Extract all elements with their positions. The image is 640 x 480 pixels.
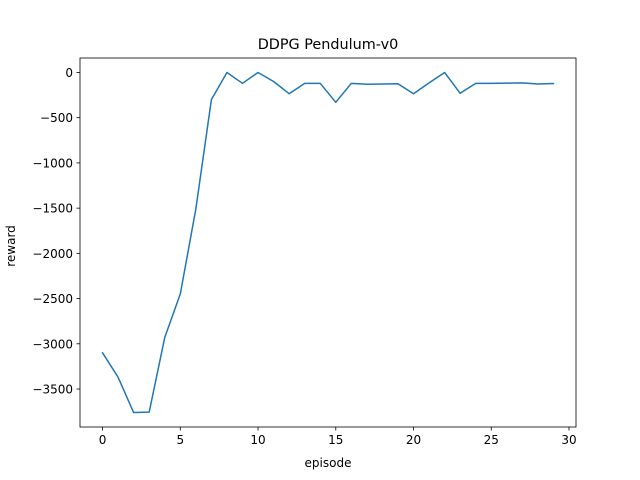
x-axis-ticks: 0 5 10 15 20 25 30 bbox=[99, 427, 577, 447]
y-tick-label: 0 bbox=[65, 66, 73, 80]
y-axis-ticks: 0 −500 −1000 −1500 −2000 −2500 −3000 −3500 bbox=[32, 66, 80, 397]
reward-series-line bbox=[101, 71, 555, 414]
y-tick-label: −3500 bbox=[32, 383, 73, 397]
x-tick-label: 10 bbox=[250, 433, 265, 447]
x-tick-label: 15 bbox=[328, 433, 343, 447]
y-tick-label: −2000 bbox=[32, 247, 73, 261]
x-tick-label: 30 bbox=[561, 433, 576, 447]
y-tick-label: −3000 bbox=[32, 337, 73, 351]
x-axis-label: episode bbox=[305, 456, 352, 470]
y-tick-label: −500 bbox=[40, 111, 73, 125]
chart-title: DDPG Pendulum-v0 bbox=[258, 37, 399, 53]
y-tick-label: −1500 bbox=[32, 202, 73, 216]
y-axis-label: reward bbox=[4, 225, 18, 267]
x-tick-label: 0 bbox=[99, 433, 107, 447]
x-tick-label: 5 bbox=[176, 433, 184, 447]
plot-area bbox=[101, 71, 555, 414]
y-tick-label: −2500 bbox=[32, 292, 73, 306]
x-tick-label: 20 bbox=[406, 433, 421, 447]
y-tick-label: −1000 bbox=[32, 156, 73, 170]
x-tick-label: 25 bbox=[484, 433, 499, 447]
axes-frame bbox=[79, 57, 577, 428]
